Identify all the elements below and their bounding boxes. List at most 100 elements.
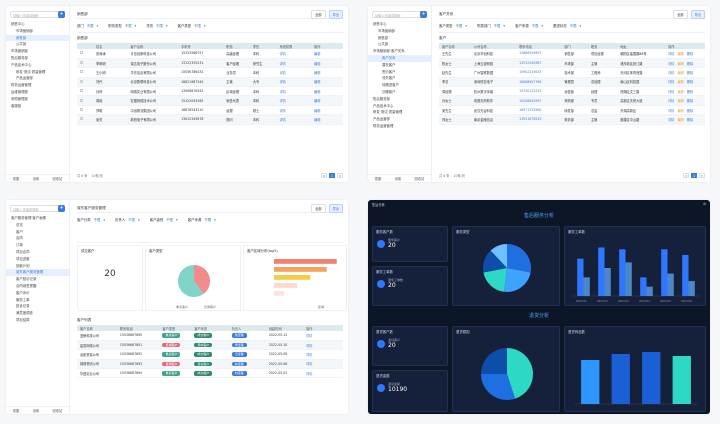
edit-link[interactable]: 编辑 — [677, 108, 684, 113]
tree-item[interactable]: 满意度调查 — [16, 311, 33, 316]
table-row[interactable]: 赵先生 广州智联数据 15902215633 技术部 工程师 天河区体育西路 详情 编辑 删除 — [439, 67, 705, 78]
delete-link[interactable]: 删除 — [686, 108, 694, 113]
filter-1[interactable]: 所属部门 不限 ▾ — [477, 23, 505, 29]
table-row[interactable]: 孙女士 成都天府软件 15208834567 采购部 专员 高新区天府大道 详情 编辑 删除 — [439, 95, 705, 106]
edit-link[interactable]: 编辑 — [314, 117, 321, 122]
tree-item[interactable]: 总览 — [16, 222, 23, 227]
filter-3[interactable]: 跟进状态 不限 ▾ — [553, 23, 581, 29]
tree-item[interactable]: 潜在客户 — [382, 62, 396, 67]
settings-button[interactable]: 设置 — [32, 409, 40, 413]
all-button[interactable]: 全部 — [311, 203, 326, 213]
recycle-button[interactable]: 回收站 — [52, 177, 63, 181]
tree-item[interactable]: 市场营销部·客户关系 — [373, 49, 405, 54]
filter-select[interactable]: 不限 — [194, 24, 201, 28]
tree-item[interactable]: 回款计划 — [16, 263, 30, 268]
table-row[interactable]: 郑明 中远物流集团公司 18876543210 经理 硕士 详情 编辑 — [77, 105, 343, 116]
edit-link[interactable]: 编辑 — [677, 61, 684, 66]
tree-item[interactable]: 市场营销部 — [378, 28, 395, 33]
detail-link[interactable]: 详情 — [279, 61, 286, 66]
detail-link[interactable]: 详情 — [306, 371, 313, 376]
tree-item[interactable]: 售后服务部 — [373, 96, 390, 101]
tree-item[interactable]: 销售中心 — [11, 22, 25, 26]
tree-item[interactable]: 客户服务管理·客户画像 — [11, 216, 46, 220]
tree-item[interactable]: 项目进度 — [16, 256, 30, 261]
detail-link[interactable]: 详情 — [668, 70, 675, 75]
delete-link[interactable]: 删除 — [686, 51, 694, 56]
table-row[interactable]: 陈女士 上海云锐网络 13512340987 市场部 主管 浦东新区张江路 详情 编辑 删除 — [439, 58, 705, 69]
tree-item[interactable]: 运维管理部 — [11, 89, 28, 94]
detail-link[interactable]: 详情 — [306, 343, 313, 348]
tree-item[interactable]: 投诉记录 — [16, 304, 30, 309]
table-row[interactable]: 蓝鲸科技公司 15036667890 重点客户 成交客户 张经理 2022-05-12 详情 — [77, 331, 343, 341]
delete-link[interactable]: 删除 — [686, 89, 694, 94]
filter-select[interactable]: 不限 — [93, 218, 101, 222]
filter-select[interactable]: 不限 — [86, 24, 94, 28]
view-button[interactable]: 视图 — [12, 409, 20, 413]
table-row[interactable]: 周晓 宏图网络技术公司 15122093365 销售代表 本科 详情 编辑 — [77, 95, 343, 106]
table-row[interactable]: 孙林 明德实业有限公司 13908876452 区域经理 本科 详情 编辑 — [77, 86, 343, 97]
all-button[interactable]: 全部 — [311, 9, 326, 19]
tree-item[interactable]: 产品技术中心 — [11, 62, 32, 67]
table-row[interactable]: 李明明 瑞达电子股份公司 13122355231 客户经理 研究生 详情 编辑 — [77, 58, 343, 69]
table-row[interactable]: 吴芳 新阳电子有限公司 13612345678 顾问 本科 详情 编辑 — [77, 114, 343, 125]
filter-2[interactable]: 学历 不限 ▾ — [146, 23, 167, 29]
tree-item[interactable]: 客户回访记录 — [16, 277, 37, 282]
tree-item[interactable]: 公共部 — [16, 42, 27, 47]
delete-link[interactable]: 删除 — [686, 99, 694, 104]
detail-link[interactable]: 详情 — [279, 89, 286, 94]
tree-item[interactable]: 合同续签提醒 — [16, 283, 37, 288]
detail-link[interactable]: 详情 — [668, 99, 675, 104]
edit-link[interactable]: 编辑 — [677, 89, 684, 94]
delete-link[interactable]: 删除 — [686, 117, 694, 122]
filter-2[interactable]: 客户级别 不限 ▾ — [150, 217, 178, 223]
recycle-button[interactable]: 回收站 — [52, 409, 63, 413]
next-page[interactable]: > — [699, 173, 705, 178]
edit-link[interactable]: 编辑 — [677, 117, 684, 122]
table-row[interactable]: 锦程物流公司 15036667893 普通客户 潜在客户 赵经理 2022-05-06 详情 — [77, 359, 343, 370]
tree-item[interactable]: 研发·测试·质量管理 — [16, 69, 46, 74]
edit-link[interactable]: 编辑 — [314, 70, 321, 75]
filter-select[interactable]: 不限 — [455, 24, 463, 28]
detail-link[interactable]: 详情 — [668, 51, 675, 56]
edit-link[interactable]: 编辑 — [314, 61, 321, 66]
detail-link[interactable]: 详情 — [279, 99, 286, 104]
row-checkbox[interactable] — [80, 61, 83, 65]
tree-item[interactable]: 研发·测试·质量管理 — [373, 110, 403, 115]
detail-link[interactable]: 详情 — [668, 89, 675, 94]
filter-3[interactable]: 客户类型 不限 ▾ — [178, 23, 206, 29]
add-icon[interactable]: + — [58, 205, 65, 212]
tree-item[interactable]: 采购管理部 — [11, 96, 28, 101]
tree-item[interactable]: 合同 — [16, 236, 23, 241]
next-page[interactable]: > — [337, 173, 343, 178]
detail-link[interactable]: 详情 — [306, 352, 313, 357]
tree-item[interactable]: 产品运营部 — [373, 117, 390, 122]
filter-2[interactable]: 客户来源 不限 ▾ — [515, 23, 543, 29]
filter-select[interactable]: 不限 — [156, 24, 163, 28]
view-button[interactable]: 视图 — [374, 177, 382, 181]
tree-item[interactable]: 签约客户 — [382, 69, 396, 74]
add-icon[interactable]: + — [58, 11, 65, 18]
detail-link[interactable]: 详情 — [279, 117, 286, 122]
detail-link[interactable]: 详情 — [668, 61, 675, 66]
row-checkbox[interactable] — [80, 117, 83, 121]
tree-item[interactable]: 销售中心 — [373, 22, 387, 26]
delete-link[interactable]: 删除 — [686, 80, 694, 85]
tree-item[interactable]: 财务运营管理 — [373, 123, 394, 128]
filter-select[interactable]: 不限 — [204, 218, 212, 222]
add-icon[interactable]: + — [420, 11, 427, 18]
edit-link[interactable]: 编辑 — [677, 80, 684, 85]
filter-1[interactable]: 职务类型 不限 ▾ — [108, 23, 136, 29]
tree-item[interactable]: 销售部 — [378, 35, 389, 40]
table-row[interactable]: 王小明 华东信息有限公司 15556786432 业务员 本科 详情 编辑 — [77, 67, 343, 78]
tree-item[interactable]: 市场营销部 — [16, 28, 33, 33]
edit-link[interactable]: 编辑 — [314, 89, 321, 94]
detail-link[interactable]: 详情 — [668, 108, 675, 113]
tree-item[interactable]: 客户评价 — [16, 290, 30, 295]
row-checkbox[interactable] — [80, 79, 83, 83]
tree-item[interactable]: 流失客户 — [382, 76, 396, 81]
filter-1[interactable]: 负责人 不限 ▾ — [115, 217, 140, 223]
tree-item[interactable]: 客户 — [16, 229, 23, 234]
tree-item[interactable]: 城东客户服务管理 — [6, 269, 69, 277]
prev-page[interactable]: < — [683, 173, 689, 178]
edit-link[interactable]: 编辑 — [677, 51, 684, 56]
